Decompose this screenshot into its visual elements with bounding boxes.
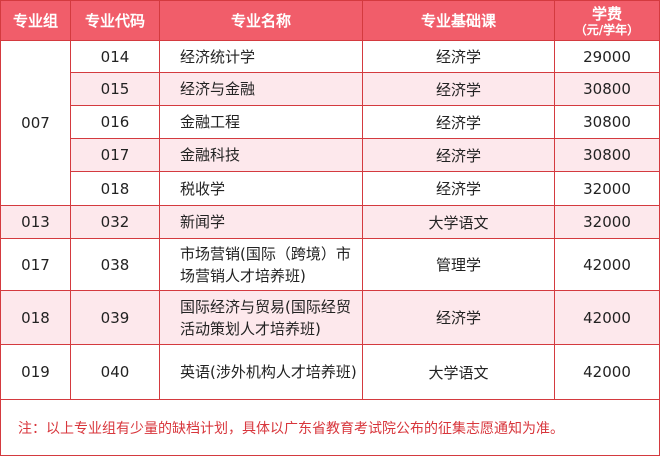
code-cell: 039 [70,290,160,345]
basic-cell: 经济学 [362,290,555,345]
basic-cell: 经济学 [362,72,555,106]
group-cell: 013 [0,205,71,239]
table-row: 016 金融工程 经济学 30800 [1,105,660,139]
code-cell: 018 [70,171,160,206]
header-group: 专业组 [0,0,71,41]
code-cell: 017 [70,138,160,172]
header-fee-label: 学费 [591,4,622,23]
name-cell: 新闻学 [159,205,363,239]
header-fee-unit: （元/学年） [574,22,640,37]
group-cell: 018 [0,290,71,345]
name-cell: 金融科技 [159,138,363,172]
group-cell: 019 [0,344,71,400]
fee-cell: 30800 [554,105,660,139]
basic-cell: 大学语文 [362,205,555,239]
fee-cell: 42000 [554,344,660,400]
basic-cell: 经济学 [362,138,555,172]
basic-cell: 经济学 [362,40,555,73]
group-cell: 007 [0,40,71,206]
basic-cell: 大学语文 [362,344,555,400]
name-cell: 英语(涉外机构人才培养班) [159,344,363,400]
table-row: 015 经济与金融 经济学 30800 [1,72,660,106]
code-cell: 040 [70,344,160,400]
code-cell: 015 [70,72,160,106]
fee-cell: 32000 [554,205,660,239]
header-basic: 专业基础课 [362,0,555,41]
table-row: 013 032 新闻学 大学语文 32000 [0,205,660,239]
code-cell: 038 [70,238,160,291]
header-name: 专业名称 [159,0,363,41]
note-row: 注：以上专业组有少量的缺档计划，具体以广东省教育考试院公布的征集志愿通知为准。 [0,399,660,456]
name-cell: 经济与金融 [159,72,363,106]
table-row: 018 039 国际经济与贸易(国际经贸活动策划人才培养班) 经济学 42000 [0,290,660,345]
name-cell: 金融工程 [159,105,363,139]
header-fee: 学费 （元/学年） [554,0,660,41]
table-row: 007 014 经济统计学 经济学 29000 [0,40,660,206]
table-row: 018 税收学 经济学 32000 [1,171,660,206]
group-cell: 017 [0,238,71,291]
fee-cell: 30800 [554,72,660,106]
fee-cell: 30800 [554,138,660,172]
code-cell: 032 [70,205,160,239]
name-cell: 市场营销(国际（跨境）市场营销人才培养班) [159,238,363,291]
basic-cell: 经济学 [362,171,555,206]
note-text: 注：以上专业组有少量的缺档计划，具体以广东省教育考试院公布的征集志愿通知为准。 [0,399,660,456]
name-cell: 税收学 [159,171,363,206]
header-code: 专业代码 [70,0,160,41]
name-cell: 经济统计学 [159,40,363,73]
basic-cell: 经济学 [362,105,555,139]
fee-cell: 29000 [554,40,660,73]
code-cell: 014 [70,40,160,73]
fee-cell: 42000 [554,238,660,291]
fee-cell: 32000 [554,171,660,206]
name-cell: 国际经济与贸易(国际经贸活动策划人才培养班) [159,290,363,345]
basic-cell: 管理学 [362,238,555,291]
table-row: 017 038 市场营销(国际（跨境）市场营销人才培养班) 管理学 42000 [0,238,660,291]
table-row: 019 040 英语(涉外机构人才培养班) 大学语文 42000 [0,344,660,400]
fee-cell: 42000 [554,290,660,345]
header-row: 专业组 专业代码 专业名称 专业基础课 学费 （元/学年） [0,0,660,41]
table-row: 017 金融科技 经济学 30800 [1,138,660,172]
code-cell: 016 [70,105,160,139]
